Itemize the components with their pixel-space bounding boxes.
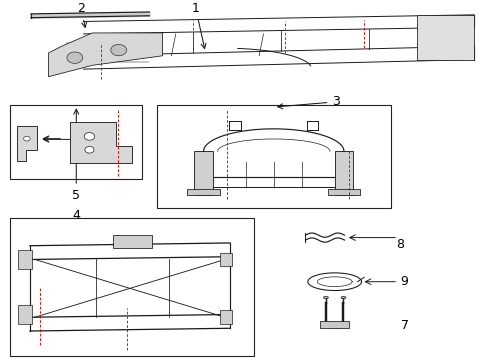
Text: 6: 6 <box>96 143 103 156</box>
Bar <box>320 321 348 328</box>
Circle shape <box>84 147 94 153</box>
Polygon shape <box>194 151 212 195</box>
Text: 7: 7 <box>400 319 407 332</box>
Bar <box>220 310 232 324</box>
Polygon shape <box>70 122 131 163</box>
Text: 2: 2 <box>77 2 86 27</box>
Circle shape <box>111 44 126 56</box>
Text: 9: 9 <box>400 275 407 288</box>
Bar <box>18 305 32 324</box>
Circle shape <box>23 136 30 141</box>
Polygon shape <box>334 151 353 195</box>
Circle shape <box>84 132 95 140</box>
Text: 8: 8 <box>396 238 404 251</box>
Polygon shape <box>187 189 220 195</box>
Ellipse shape <box>323 297 328 299</box>
Bar <box>18 250 32 269</box>
Polygon shape <box>327 189 360 195</box>
Text: 3: 3 <box>277 95 340 109</box>
Polygon shape <box>17 126 37 161</box>
Ellipse shape <box>340 297 345 299</box>
Polygon shape <box>48 33 162 77</box>
Bar <box>157 105 390 208</box>
Bar <box>113 235 152 248</box>
Bar <box>416 15 473 60</box>
Text: 1: 1 <box>191 2 205 49</box>
Bar <box>220 253 232 266</box>
Circle shape <box>67 52 82 63</box>
Text: 5: 5 <box>72 109 80 202</box>
Bar <box>10 218 254 356</box>
Bar <box>10 105 142 179</box>
Text: 4: 4 <box>72 210 80 222</box>
